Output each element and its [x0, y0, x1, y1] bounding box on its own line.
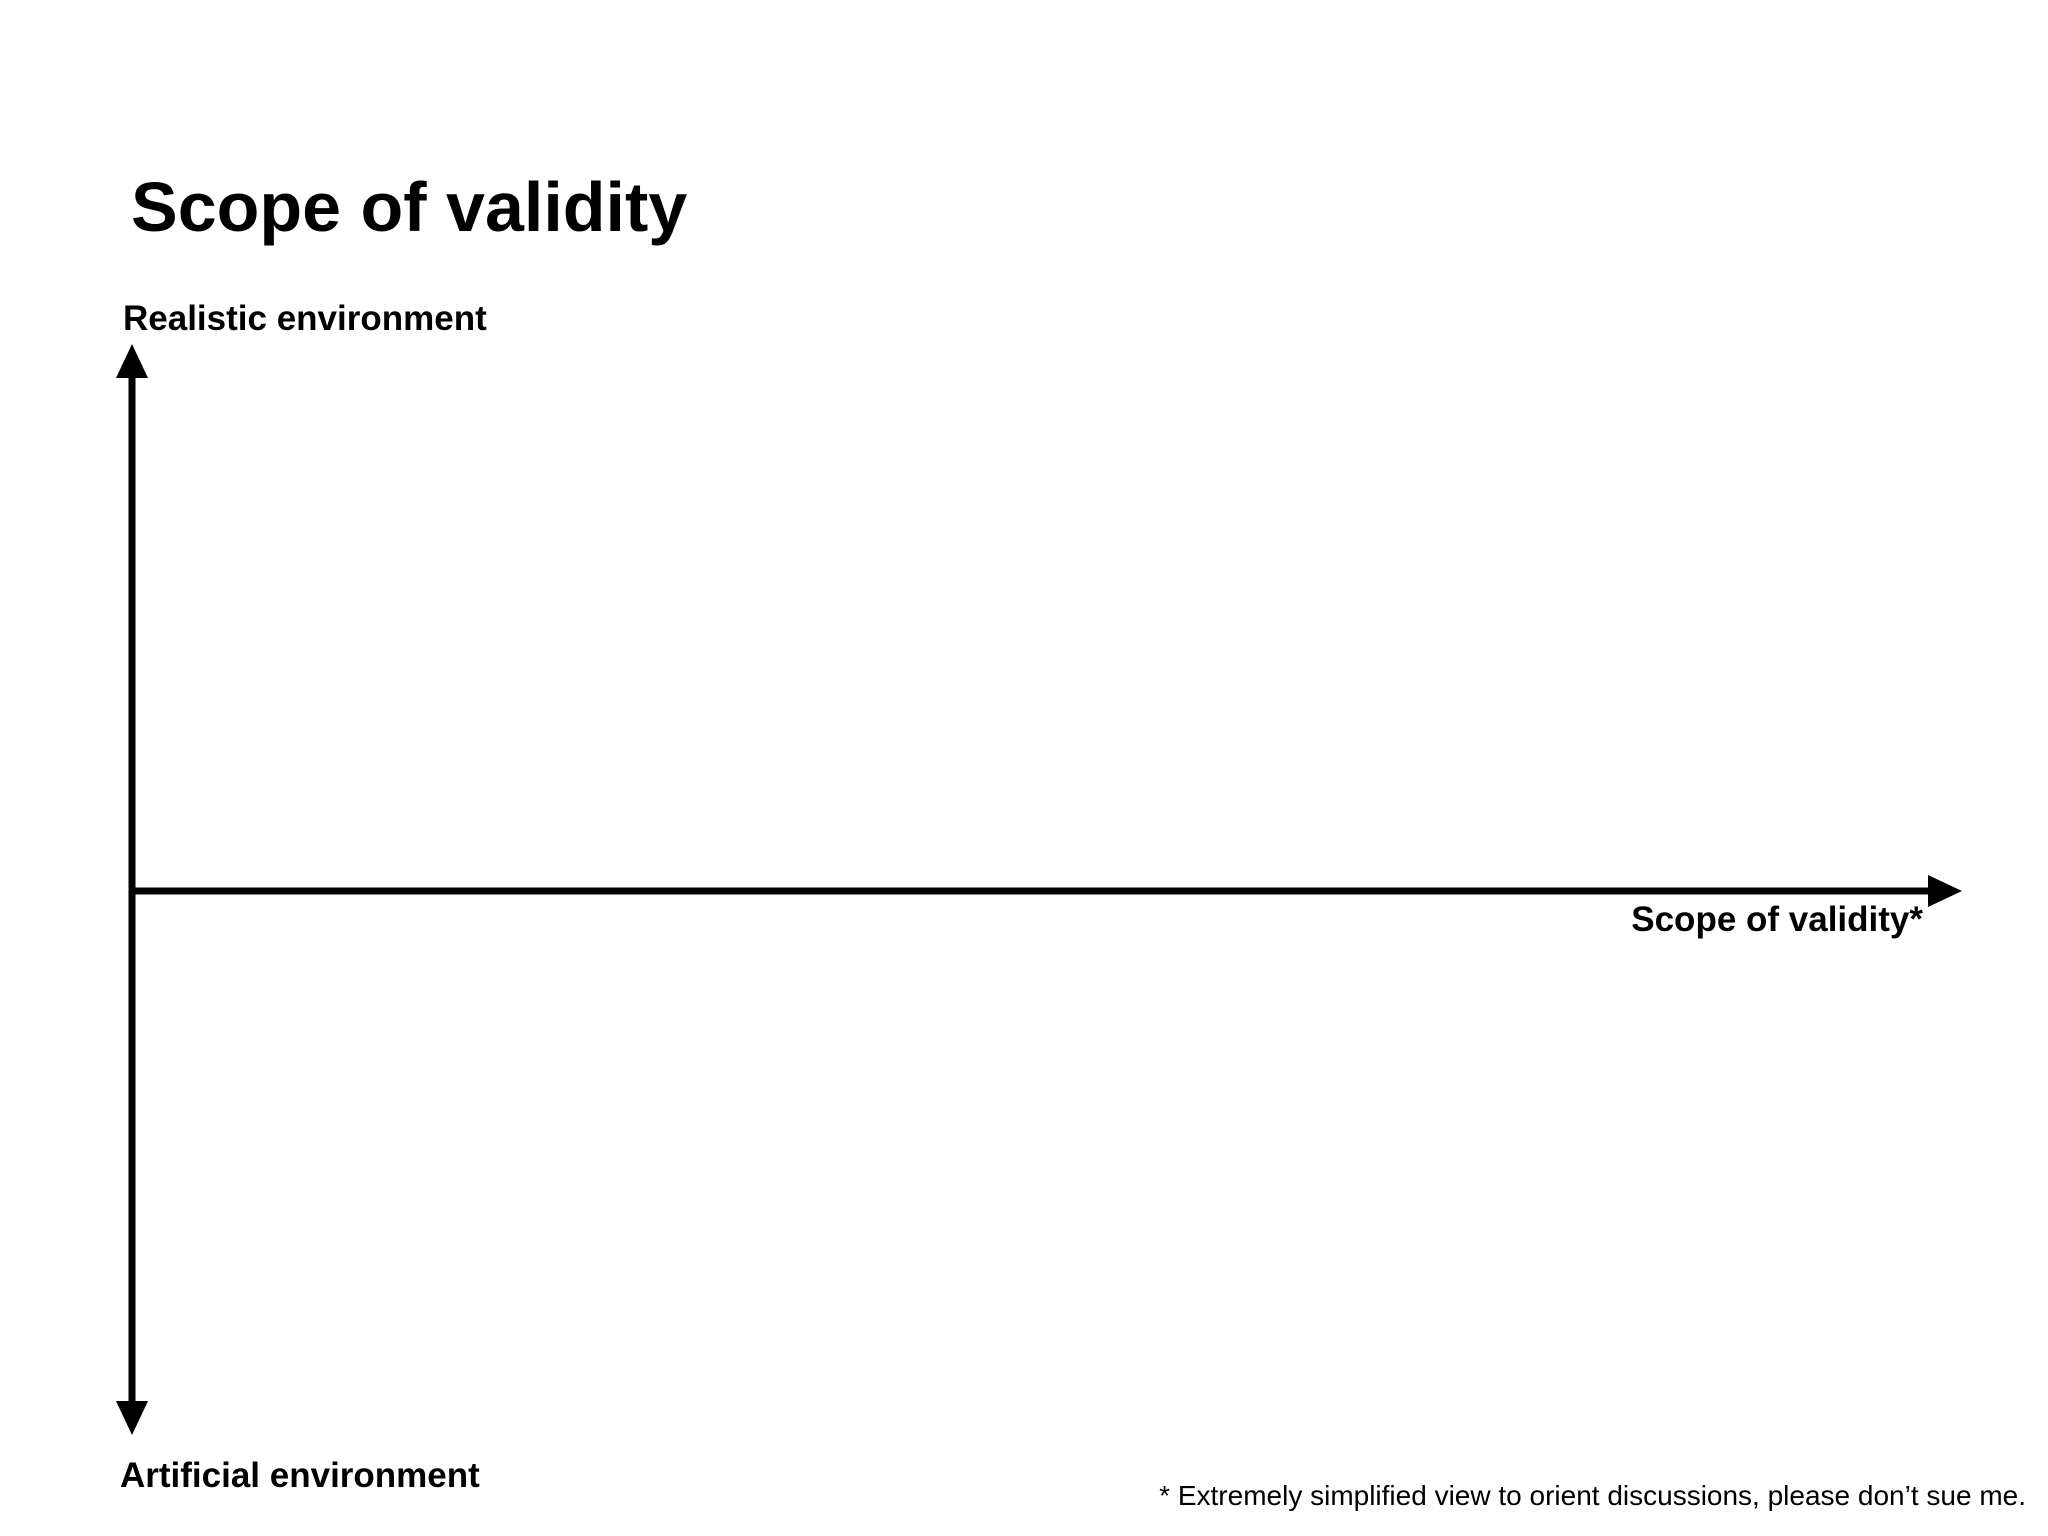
x-axis-label: Scope of validity* [1631, 900, 1923, 939]
horizontal-axis [132, 875, 1962, 907]
y-axis-top-label: Realistic environment [123, 299, 487, 338]
footnote: * Extremely simplified view to orient di… [1159, 1480, 2026, 1511]
horizontal-axis-right-arrowhead [1928, 875, 1962, 907]
slide-title: Scope of validity [131, 168, 688, 246]
y-axis-bottom-label: Artificial environment [120, 1456, 480, 1495]
vertical-axis-down-arrowhead [116, 1401, 148, 1435]
vertical-axis-up-arrowhead [116, 344, 148, 378]
